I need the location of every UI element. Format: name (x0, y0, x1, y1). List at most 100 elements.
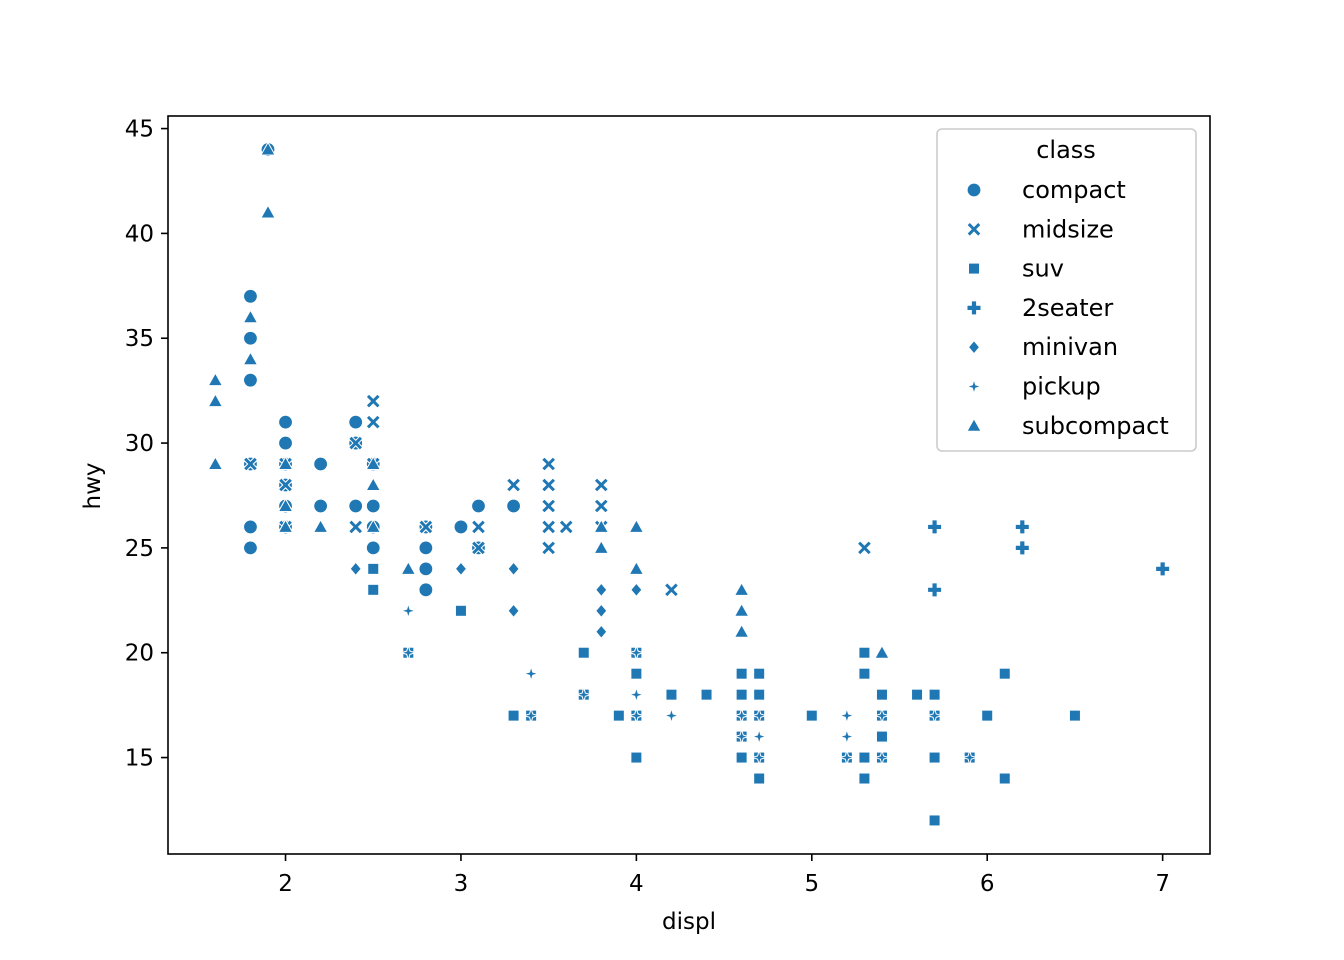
data-point-2seater (1014, 519, 1030, 535)
data-point-subcompact (207, 456, 223, 471)
data-point-minivan (595, 624, 608, 639)
y-tick-label: 35 (125, 326, 154, 352)
data-point-subcompact (734, 624, 750, 638)
data-point-suv (928, 814, 941, 827)
data-point-minivan (454, 561, 467, 576)
x-tick-label: 3 (454, 871, 469, 897)
y-tick-label: 45 (125, 117, 154, 143)
data-point-midsize (541, 540, 557, 556)
data-point-subcompact (593, 540, 609, 554)
data-point-suv (753, 688, 766, 701)
data-point-pickup (400, 603, 416, 619)
data-point-compact (242, 288, 259, 304)
data-point-compact (418, 540, 434, 556)
data-point-compact (242, 519, 259, 535)
data-point-suv (998, 772, 1011, 785)
legend-label-midsize: midsize (1022, 215, 1114, 243)
data-point-compact (242, 330, 259, 346)
data-point-compact (277, 435, 294, 451)
data-point-subcompact (628, 561, 644, 575)
data-point-midsize (365, 393, 381, 409)
data-point-suv (367, 583, 380, 596)
data-point-2seater (927, 582, 943, 598)
data-point-subcompact (400, 561, 416, 575)
legend-marker-compact (966, 182, 982, 198)
data-point-suv (858, 751, 871, 764)
data-point-pickup (839, 729, 855, 745)
data-point-compact (242, 372, 259, 388)
data-point-midsize (365, 414, 381, 430)
data-point-compact (505, 498, 522, 514)
data-point-suv (911, 688, 924, 701)
data-point-suv (858, 667, 871, 680)
series-suv (367, 562, 1081, 827)
data-point-minivan (349, 561, 362, 576)
series-subcompact (207, 142, 890, 659)
data-point-compact (453, 519, 469, 535)
x-tick-label: 5 (804, 871, 819, 897)
data-point-compact (313, 498, 329, 514)
data-point-pickup (839, 708, 855, 724)
y-tick-label: 30 (125, 431, 154, 457)
data-point-suv (858, 772, 871, 785)
data-point-midsize (593, 498, 609, 514)
data-point-suv (454, 604, 467, 617)
y-tick-label: 40 (125, 221, 154, 247)
data-point-subcompact (242, 351, 258, 366)
data-point-subcompact (734, 603, 750, 617)
data-point-minivan (595, 603, 608, 618)
data-point-suv (981, 709, 994, 722)
data-point-subcompact (313, 519, 329, 533)
data-point-suv (665, 688, 678, 701)
y-axis-ticks: 15 20 25 30 35 40 45 (125, 117, 168, 772)
data-point-suv (367, 562, 380, 575)
x-tick-label: 4 (629, 871, 644, 897)
data-point-minivan (630, 582, 643, 597)
y-axis-label: hwy (80, 463, 106, 510)
data-point-midsize (348, 519, 364, 535)
data-point-suv (858, 646, 871, 659)
data-point-subcompact (874, 645, 890, 659)
legend: class compact midsize suv 2seater minivan pic… (936, 128, 1197, 452)
data-point-pickup (523, 666, 539, 682)
data-point-midsize (663, 582, 679, 598)
data-point-compact (277, 414, 294, 430)
data-point-subcompact (242, 309, 258, 324)
data-point-compact (313, 456, 329, 472)
data-point-compact (418, 582, 434, 598)
data-point-suv (875, 688, 888, 701)
data-point-subcompact (628, 519, 644, 533)
data-point-subcompact (365, 477, 381, 491)
legend-label-pickup: pickup (1022, 373, 1101, 401)
data-point-midsize (541, 456, 557, 472)
legend-label-suv: suv (1022, 255, 1064, 283)
data-point-subcompact (207, 393, 223, 408)
data-point-midsize (856, 540, 872, 556)
data-point-compact (242, 540, 259, 556)
data-point-suv (928, 688, 941, 701)
x-axis-ticks: 2 3 4 5 6 7 (278, 854, 1170, 897)
data-point-midsize (593, 477, 609, 493)
data-point-compact (348, 498, 364, 514)
data-point-midsize (470, 519, 486, 535)
legend-box (936, 128, 1197, 452)
data-point-suv (700, 688, 713, 701)
y-tick-label: 25 (125, 536, 154, 562)
series-2seater (927, 519, 1171, 598)
data-point-suv (875, 730, 888, 743)
plot-frame (167, 115, 1211, 855)
y-tick-label: 20 (125, 641, 154, 667)
data-point-suv (928, 751, 941, 764)
data-point-midsize (506, 477, 522, 493)
data-point-2seater (927, 519, 943, 535)
series-pickup (400, 603, 978, 766)
y-tick-label: 15 (125, 746, 154, 772)
data-point-subcompact (734, 582, 750, 596)
data-point-suv (753, 772, 766, 785)
data-point-suv (753, 667, 766, 680)
x-tick-label: 7 (1155, 871, 1170, 897)
series-minivan (349, 561, 643, 639)
data-point-subcompact (207, 372, 223, 387)
data-point-suv (630, 751, 643, 764)
